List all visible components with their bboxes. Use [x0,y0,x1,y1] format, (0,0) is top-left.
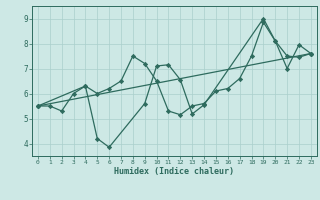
X-axis label: Humidex (Indice chaleur): Humidex (Indice chaleur) [115,167,234,176]
